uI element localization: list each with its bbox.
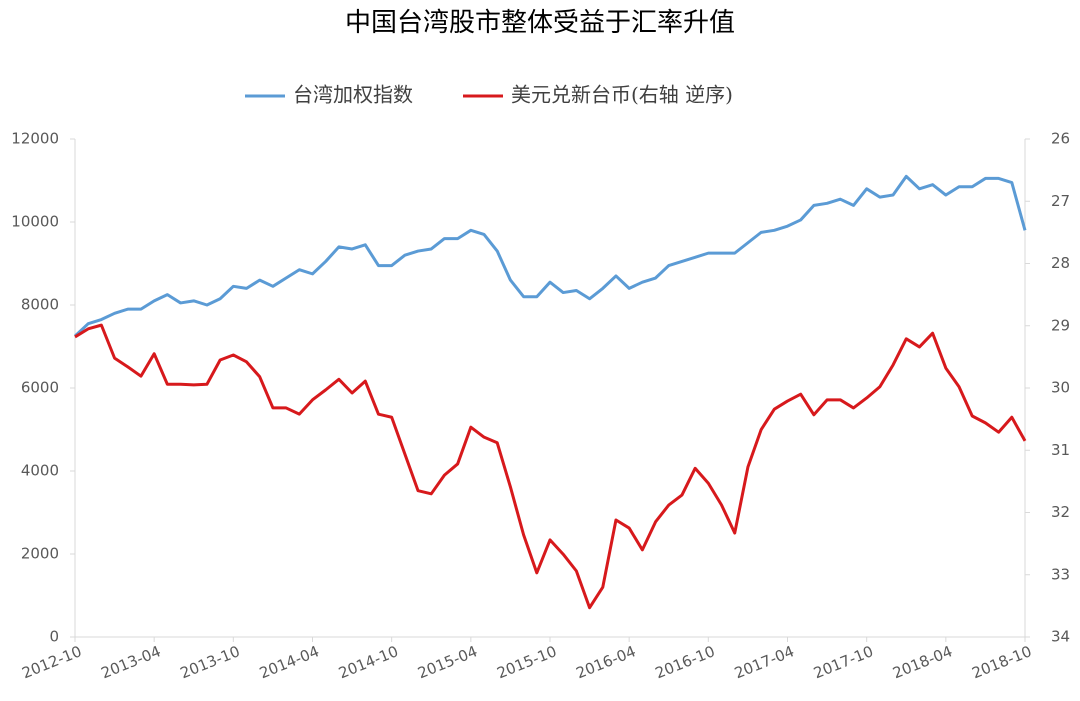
x-tick-label: 2016-04 [573,642,638,682]
y2-tick-label: 29 [1051,316,1070,334]
y-tick-label: 6000 [21,379,59,397]
y-tick-label: 12000 [11,130,59,148]
x-tick-label: 2017-10 [811,642,876,682]
y2-tick-label: 31 [1051,441,1070,459]
y-tick-label: 10000 [11,213,59,231]
y2-tick-label: 27 [1051,192,1070,210]
x-tick-label: 2017-04 [732,642,797,682]
y2-tick-label: 30 [1051,379,1070,397]
x-tick-label: 2014-04 [257,642,322,682]
x-tick-label: 2012-10 [19,642,84,682]
y2-tick-label: 34 [1051,628,1070,646]
series-line [74,323,1027,610]
y-tick-label: 0 [49,628,59,646]
x-tick-label: 2013-10 [178,642,243,682]
y2-tick-label: 28 [1051,254,1070,272]
x-tick-label: 2016-10 [653,642,718,682]
y-tick-label: 2000 [21,545,59,563]
x-tick-label: 2015-04 [415,642,480,682]
chart-title: 中国台湾股市整体受益于汇率升值 [345,8,735,38]
legend-label: 美元兑新台币(右轴 逆序) [511,83,733,107]
y2-tick-label: 26 [1051,130,1070,148]
legend-label: 台湾加权指数 [293,83,413,107]
y-tick-label: 4000 [21,462,59,480]
y2-tick-label: 33 [1051,565,1070,583]
x-tick-label: 2014-10 [336,642,401,682]
x-tick-label: 2018-04 [890,642,955,682]
y2-tick-label: 32 [1051,503,1070,521]
x-tick-label: 2013-04 [98,642,163,682]
x-tick-label: 2018-10 [969,642,1034,682]
series-line [73,174,1027,338]
x-tick-label: 2015-10 [494,642,559,682]
y-tick-label: 8000 [21,296,59,314]
